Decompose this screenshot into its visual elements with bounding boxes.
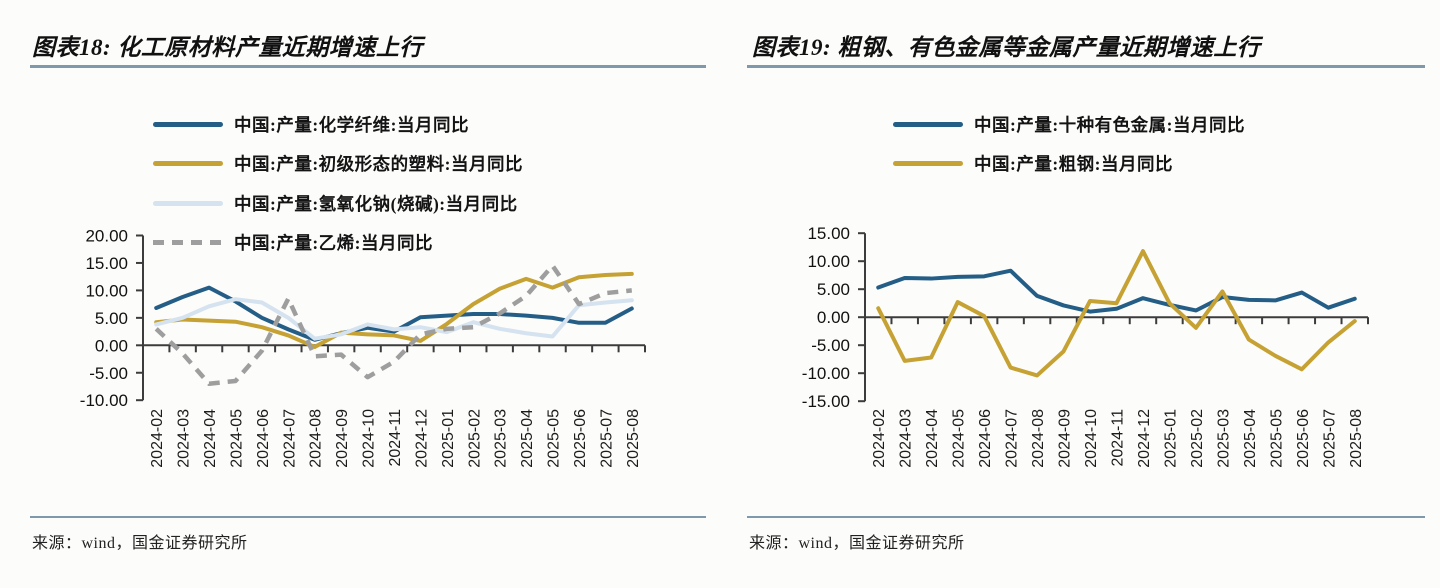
legend-item-crude-steel: 中国:产量:粗钢:当月同比 bbox=[893, 151, 1173, 175]
legend-item-ten-nonferrous-metals: 中国:产量:十种有色金属:当月同比 bbox=[893, 112, 1245, 136]
y-tick-label: -10.00 bbox=[802, 364, 850, 383]
x-tick-label: 2024-07 bbox=[281, 409, 298, 468]
x-tick-label: 2025-08 bbox=[625, 409, 642, 468]
y-tick-label: 10.00 bbox=[807, 252, 850, 271]
x-tick-label: 2024-08 bbox=[1030, 409, 1047, 468]
x-tick-label: 2025-01 bbox=[440, 409, 457, 468]
x-tick-label: 2024-08 bbox=[308, 409, 325, 468]
right-footer-rule bbox=[747, 516, 1425, 518]
legend-line-sample-crude-steel bbox=[893, 160, 963, 166]
x-tick-label: 2025-08 bbox=[1348, 409, 1365, 468]
legend-item-chemical-fiber: 中国:产量:化学纤维:当月同比 bbox=[153, 112, 469, 136]
x-tick-label: 2025-03 bbox=[1215, 409, 1232, 468]
y-tick-label: 0.00 bbox=[817, 308, 850, 327]
x-tick-label: 2025-06 bbox=[572, 409, 589, 468]
y-tick-label: -5.00 bbox=[89, 364, 128, 383]
legend-item-ethylene: 中国:产量:乙烯:当月同比 bbox=[153, 230, 433, 254]
x-tick-label: 2024-06 bbox=[977, 409, 994, 468]
right-title-rule bbox=[747, 65, 1425, 68]
x-tick-label: 2024-04 bbox=[924, 409, 941, 468]
legend-item-caustic-soda: 中国:产量:氢氧化钠(烧碱):当月同比 bbox=[153, 191, 518, 215]
x-tick-label: 2024-12 bbox=[413, 409, 430, 468]
series-line-chemical-fiber bbox=[154, 285, 634, 342]
x-tick-label: 2024-05 bbox=[228, 409, 245, 468]
right-chart-title: 图表19: 粗钢、有色金属等金属产量近期增速上行 bbox=[752, 35, 1261, 60]
x-tick-label: 2024-11 bbox=[1110, 409, 1127, 467]
right-chart-plot: 15.00 10.00 5.00 0.00 -5.00 -10.00 -15.00 2024-… bbox=[802, 224, 1369, 468]
legend-label: 中国:产量:粗钢:当月同比 bbox=[974, 153, 1173, 174]
x-tick-label: 2025-02 bbox=[1189, 409, 1206, 468]
x-tick-label: 2024-06 bbox=[255, 409, 272, 468]
y-tick-label: 20.00 bbox=[85, 227, 128, 246]
series-line-ten-nonferrous-metals bbox=[876, 268, 1357, 314]
x-tick-label: 2024-04 bbox=[202, 409, 219, 468]
legend-line-sample-primary-form-plastics bbox=[153, 160, 223, 166]
x-tick-label: 2025-05 bbox=[1268, 409, 1285, 468]
x-tick-label: 2024-09 bbox=[334, 409, 351, 468]
left-chart-plot: 20.00 15.00 10.00 5.00 0.00 -5.00 -10.00 2024-0… bbox=[80, 227, 646, 468]
x-tick-label: 2024-12 bbox=[1136, 409, 1153, 468]
x-tick-label: 2025-04 bbox=[519, 409, 536, 468]
legend-line-sample-ten-nonferrous-metals bbox=[893, 121, 963, 127]
legend-item-primary-form-plastics: 中国:产量:初级形态的塑料:当月同比 bbox=[153, 151, 523, 175]
y-tick-label: 5.00 bbox=[95, 309, 128, 328]
x-tick-label: 2024-03 bbox=[898, 409, 915, 468]
x-tick-label: 2025-03 bbox=[493, 409, 510, 468]
series-line-primary-form-plastics bbox=[154, 271, 634, 349]
legend-line-sample-chemical-fiber bbox=[153, 121, 223, 127]
legend-line-sample-ethylene bbox=[153, 239, 223, 245]
legend-label: 中国:产量:初级形态的塑料:当月同比 bbox=[234, 153, 523, 174]
y-tick-label: -15.00 bbox=[802, 392, 850, 411]
x-tick-label: 2025-02 bbox=[466, 409, 483, 468]
y-tick-label: -10.00 bbox=[80, 391, 128, 410]
series-line-ethylene bbox=[154, 263, 633, 386]
x-tick-label: 2025-06 bbox=[1295, 409, 1312, 468]
left-chart-title: 图表18: 化工原材料产量近期增速上行 bbox=[32, 35, 423, 60]
x-tick-label: 2024-05 bbox=[951, 409, 968, 468]
y-tick-label: 15.00 bbox=[85, 254, 128, 273]
series-line-crude-steel bbox=[876, 249, 1357, 378]
legend-line-sample-caustic-soda bbox=[153, 200, 223, 206]
x-tick-label: 2024-11 bbox=[387, 409, 404, 467]
x-tick-label: 2025-07 bbox=[1321, 409, 1338, 468]
left-footer-rule bbox=[30, 516, 706, 518]
legend-label: 中国:产量:乙烯:当月同比 bbox=[234, 232, 433, 253]
x-tick-label: 2024-10 bbox=[1083, 409, 1100, 468]
y-tick-label: 15.00 bbox=[807, 224, 850, 243]
x-tick-label: 2024-03 bbox=[176, 409, 193, 468]
legend-label: 中国:产量:化学纤维:当月同比 bbox=[234, 114, 469, 135]
left-title-rule bbox=[30, 65, 706, 68]
x-tick-label: 2025-01 bbox=[1162, 409, 1179, 468]
legend-label: 中国:产量:十种有色金属:当月同比 bbox=[974, 114, 1245, 135]
y-tick-label: 10.00 bbox=[85, 281, 128, 300]
x-tick-label: 2024-10 bbox=[361, 409, 378, 468]
legend-label: 中国:产量:氢氧化钠(烧碱):当月同比 bbox=[234, 193, 518, 214]
y-tick-label: 5.00 bbox=[817, 280, 850, 299]
x-tick-label: 2024-09 bbox=[1057, 409, 1074, 468]
x-tick-label: 2025-05 bbox=[546, 409, 563, 468]
x-tick-label: 2024-02 bbox=[871, 409, 888, 468]
right-source-note: 来源：wind，国金证券研究所 bbox=[749, 535, 965, 552]
x-tick-label: 2025-07 bbox=[598, 409, 615, 468]
y-tick-label: -5.00 bbox=[811, 336, 850, 355]
y-tick-label: 0.00 bbox=[95, 336, 128, 355]
left-source-note: 来源：wind，国金证券研究所 bbox=[32, 535, 248, 552]
series-line-caustic-soda bbox=[154, 297, 634, 341]
x-tick-label: 2024-07 bbox=[1004, 409, 1021, 468]
x-tick-label: 2024-02 bbox=[149, 409, 166, 468]
x-tick-label: 2025-04 bbox=[1242, 409, 1259, 468]
